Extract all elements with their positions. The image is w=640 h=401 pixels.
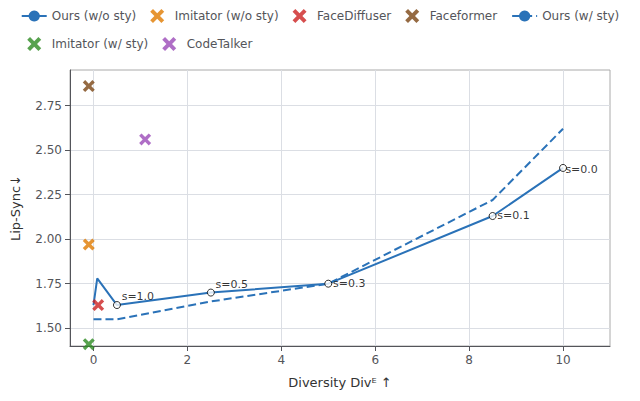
- svg-text:10: 10: [555, 353, 570, 367]
- svg-text:1.50: 1.50: [35, 321, 62, 335]
- svg-text:Imitator (w/o sty): Imitator (w/o sty): [175, 9, 279, 23]
- svg-text:4: 4: [277, 353, 285, 367]
- svg-text:8: 8: [465, 353, 473, 367]
- svg-text:Lip-Sync↓: Lip-Sync↓: [8, 175, 23, 241]
- svg-text:s=0.3: s=0.3: [333, 277, 365, 290]
- svg-text:6: 6: [371, 353, 379, 367]
- svg-text:Imitator (w/ sty): Imitator (w/ sty): [52, 37, 149, 51]
- svg-text:s=0.5: s=0.5: [216, 278, 248, 291]
- svg-text:0: 0: [90, 353, 98, 367]
- svg-text:s=0.0: s=0.0: [565, 163, 597, 176]
- svg-text:s=0.1: s=0.1: [497, 209, 529, 222]
- svg-text:Diversity Divᴱ ↑: Diversity Divᴱ ↑: [288, 375, 391, 390]
- svg-text:2.00: 2.00: [35, 232, 62, 246]
- svg-text:2.25: 2.25: [35, 188, 62, 202]
- svg-text:1.75: 1.75: [35, 277, 62, 291]
- svg-text:CodeTalker: CodeTalker: [187, 37, 253, 51]
- svg-text:Ours (w/ sty): Ours (w/ sty): [542, 9, 619, 23]
- svg-text:2: 2: [184, 353, 192, 367]
- svg-text:Faceformer: Faceformer: [430, 9, 497, 23]
- svg-text:FaceDiffuser: FaceDiffuser: [317, 9, 391, 23]
- svg-text:2.75: 2.75: [35, 99, 62, 113]
- svg-text:s=1.0: s=1.0: [122, 290, 154, 303]
- svg-text:Ours (w/o sty): Ours (w/o sty): [52, 9, 137, 23]
- svg-text:2.50: 2.50: [35, 143, 62, 157]
